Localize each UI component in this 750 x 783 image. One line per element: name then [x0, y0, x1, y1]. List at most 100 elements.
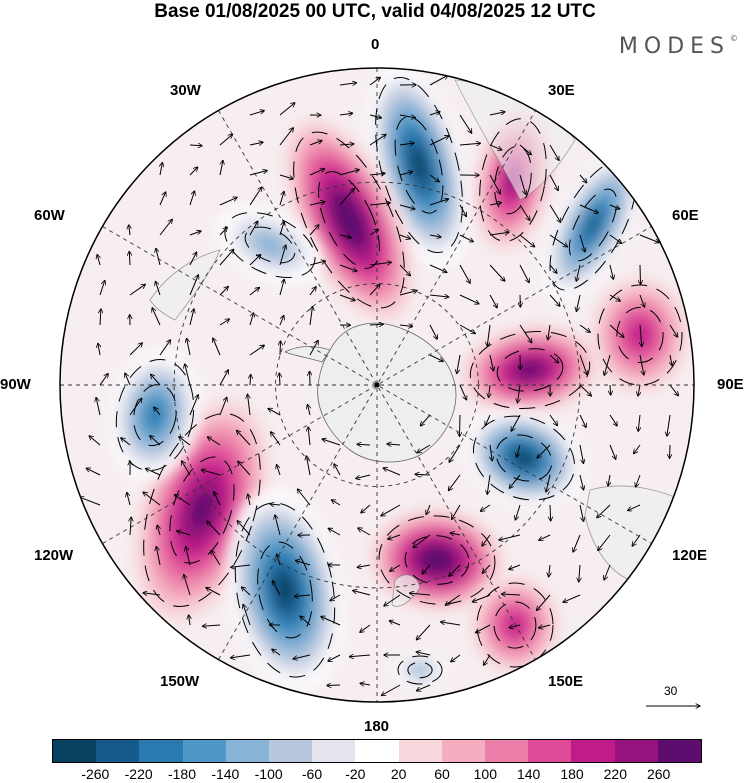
wind-arrow — [219, 134, 233, 146]
label-lon-30e: 30E — [548, 82, 575, 99]
wind-arrow — [310, 306, 313, 326]
wind-arrow — [189, 231, 201, 236]
wind-arrow — [277, 465, 281, 476]
wind-arrow — [143, 492, 161, 506]
wind-arrow — [399, 143, 414, 145]
wind-arrow — [519, 144, 531, 155]
wind-arrow — [640, 264, 641, 284]
streamline — [476, 582, 554, 668]
colorbar-segment-11 — [485, 740, 529, 762]
streamline — [493, 601, 537, 649]
wind-arrow — [636, 474, 641, 487]
wind-arrow — [331, 500, 341, 506]
wind-arrow — [339, 113, 353, 115]
colorbar-tick: -180 — [167, 766, 197, 782]
wind-arrow — [249, 221, 258, 236]
wind-arrow — [187, 338, 191, 356]
colorbar-tick: -140 — [211, 766, 240, 782]
south-pole-dot — [374, 382, 380, 388]
wind-arrow — [579, 474, 584, 490]
wind-arrow — [422, 564, 431, 574]
colorbar-segment-3 — [139, 740, 183, 762]
streamline — [169, 456, 235, 564]
modes-logo: MODES© — [619, 34, 738, 59]
wind-arrow — [160, 163, 162, 176]
streamline — [404, 535, 470, 585]
wind-arrow — [429, 112, 440, 116]
label-lon-180: 180 — [364, 718, 390, 735]
meridian-line — [218, 110, 536, 660]
wind-arrow — [339, 144, 354, 145]
wind-arrow — [429, 264, 447, 272]
wind-arrow — [249, 288, 259, 296]
label-lon-120w: 120W — [34, 547, 74, 564]
wind-arrow — [369, 173, 385, 175]
wind-arrow — [238, 461, 251, 476]
wind-arrow — [390, 564, 401, 571]
wind-arrow — [399, 325, 413, 327]
wind-arrow — [369, 324, 383, 325]
wind-arrow — [300, 616, 311, 626]
wind-arrow — [100, 309, 101, 326]
wind-arrow — [487, 324, 491, 346]
wind-arrow — [231, 565, 251, 567]
meridian-line — [102, 226, 652, 544]
wind-arrow — [549, 354, 559, 363]
wind-arrow — [489, 144, 502, 150]
wind-arrow — [519, 174, 526, 195]
wind-arrow — [86, 468, 101, 476]
wind-arrow — [519, 234, 535, 247]
wind-arrow — [279, 245, 286, 266]
wind-arrow — [576, 264, 581, 281]
negative-anomaly-cell — [218, 207, 322, 283]
wind-arrow — [155, 281, 161, 296]
colorbar-segment-10 — [441, 740, 486, 762]
wind-arrow — [609, 444, 616, 459]
wind-arrow — [579, 444, 584, 463]
colorbar-tick: -260 — [81, 766, 110, 782]
wind-arrow — [449, 564, 461, 576]
colorbar-segment-1 — [53, 740, 97, 762]
wind-arrow — [609, 294, 620, 301]
wind-arrow — [250, 374, 251, 386]
wind-arrow — [549, 564, 550, 577]
streamline — [407, 661, 433, 679]
wind-arrow — [459, 204, 466, 217]
wind-arrow — [576, 294, 581, 311]
wind-arrow — [639, 294, 645, 307]
wind-arrow — [309, 202, 325, 206]
wind-arrow — [482, 564, 491, 573]
wind-arrow — [634, 444, 641, 454]
wind-arrow — [417, 444, 431, 453]
wind-arrow — [509, 474, 521, 488]
wind-arrow — [249, 142, 263, 145]
wind-arrow — [639, 234, 659, 243]
wind-arrow — [487, 474, 491, 494]
wind-arrow — [159, 340, 171, 356]
wind-arrow — [420, 414, 431, 426]
wind-arrow — [381, 684, 401, 696]
wind-arrow — [573, 534, 581, 552]
wind-arrow — [129, 225, 130, 236]
wind-arrow — [309, 225, 319, 236]
wind-arrow — [201, 470, 221, 476]
wind-arrow — [609, 324, 624, 338]
wind-arrow — [99, 280, 105, 296]
wind-arrow — [189, 167, 198, 176]
wind-arrow — [272, 649, 281, 656]
wind-arrow — [127, 492, 131, 506]
wind-vectors — [80, 68, 683, 696]
wind-arrow — [369, 203, 390, 205]
wind-arrow — [202, 625, 221, 626]
wind-arrow — [429, 174, 439, 182]
wind-arrow — [249, 345, 264, 356]
wind-arrow — [490, 444, 492, 461]
wind-arrow — [156, 248, 161, 266]
wind-arrow — [159, 192, 166, 206]
wind-arrow — [429, 295, 449, 297]
wind-arrow — [89, 436, 101, 446]
wind-arrow — [309, 169, 325, 176]
wind-arrow — [609, 264, 613, 279]
wind-arrow — [489, 112, 505, 116]
wind-arrow — [548, 324, 550, 340]
